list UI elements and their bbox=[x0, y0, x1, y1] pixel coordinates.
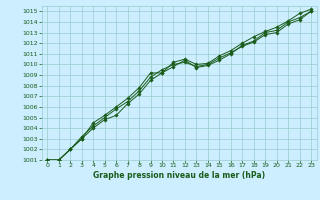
X-axis label: Graphe pression niveau de la mer (hPa): Graphe pression niveau de la mer (hPa) bbox=[93, 171, 265, 180]
